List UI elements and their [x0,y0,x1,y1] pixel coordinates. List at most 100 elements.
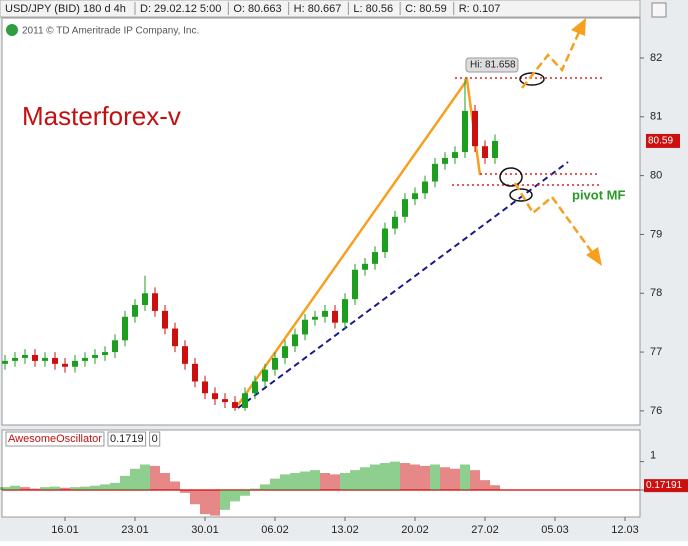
x-tick-label: 12.03 [611,524,639,536]
highlight-ellipse [519,72,545,86]
arrow-head [586,247,602,266]
candle-body [252,381,258,394]
candle-body [202,381,208,394]
candle-body [342,299,348,323]
candle-body [142,293,148,306]
price-marker-label: 80.59 [648,136,673,147]
header-info: O: 80.663 [233,3,281,15]
candle-body [82,357,88,361]
legend-box [107,431,147,447]
candle-body [392,216,398,229]
x-tick-label: 05.03 [541,524,569,536]
candle-body [462,110,468,153]
candle-body [322,310,328,317]
y-tick-label: 82 [650,52,662,64]
candle-body [92,355,98,358]
candle-body [132,305,138,317]
high-label-box [465,57,519,73]
candle-body [242,393,248,408]
candle-body [22,355,28,358]
candle-body [182,346,188,364]
candle-body [122,316,128,341]
support-line [237,161,569,409]
candle-body [152,293,158,311]
candle-body [312,316,318,320]
candle-body [262,369,268,382]
candle-body [212,393,218,400]
candle-body [302,319,308,335]
candle-body [372,252,378,264]
header-info: D: 29.02.12 5:00 [140,3,221,15]
y-tick-label: 77 [650,346,662,358]
candle-body [492,140,498,158]
chart-title: USD/JPY (BID) 180 d 4h [5,3,126,15]
candle-body [482,146,488,158]
oscillator-marker [644,479,688,493]
arrow-head [571,18,586,36]
candle-body [32,355,38,361]
oscillator-legend: 0 [152,433,158,445]
candle-body [52,357,58,364]
price-panel [1,17,641,426]
x-tick-label: 16.01 [51,524,79,536]
candle-body [222,399,228,403]
y-tick-label: 76 [650,405,662,417]
candle-body [112,340,118,353]
pivot-annotation: pivot MF [572,187,625,202]
oscillator-marker-label: 0.17191 [646,480,683,491]
candle-body [432,163,438,182]
candle-body [442,157,448,164]
x-tick-label: 30.01 [191,524,219,536]
y-tick-label: 1 [650,450,656,462]
candle-body [272,357,278,370]
brand-annotation: Masterforex-v [22,101,181,131]
high-label: Hi: 81.658 [470,60,516,71]
candle-body [72,360,78,367]
candle-body [422,181,428,194]
x-tick-label: 23.01 [121,524,149,536]
header-info: H: 80.667 [294,3,342,15]
candle-body [62,363,68,367]
forecast-arrow [513,182,596,256]
candle-body [352,269,358,300]
candle-body [402,199,408,217]
candle-body [412,193,418,200]
candle-body [292,334,298,347]
forecast-arrow [521,29,582,89]
candle-body [12,357,18,361]
header-info: R: 0.107 [459,3,501,15]
y-tick-label: 80 [650,170,662,182]
candle-body [282,346,288,358]
logo [6,24,18,36]
candle-body [452,152,458,158]
highlight-ellipse [499,167,523,187]
y-tick-label: 79 [650,228,662,240]
x-tick-label: 06.02 [261,524,289,536]
header-info: C: 80.59 [405,3,447,15]
candle-body [172,328,178,347]
legend-box [5,431,105,447]
legend-box [149,431,161,447]
x-tick-label: 13.02 [331,524,359,536]
price-marker [646,133,680,148]
x-tick-label: 27.02 [471,524,499,536]
copyright: 2011 © TD Ameritrade IP Company, Inc. [22,26,199,37]
menu-button[interactable] [651,2,667,18]
candle-body [1,360,8,364]
x-tick-label: 20.02 [401,524,429,536]
candle-body [332,310,338,323]
candle-body [192,363,198,382]
oscillator-legend: 0.1719 [110,433,144,445]
highlight-ellipse [509,188,533,202]
y-tick-label: 78 [650,287,662,299]
header-bar [0,0,641,18]
candle-body [162,310,168,329]
candle-body [42,357,48,361]
header-info: L: 80.56 [353,3,393,15]
candle-body [472,110,478,147]
candle-body [102,352,108,356]
y-tick-label: 81 [650,111,662,123]
candle-body [382,228,388,253]
